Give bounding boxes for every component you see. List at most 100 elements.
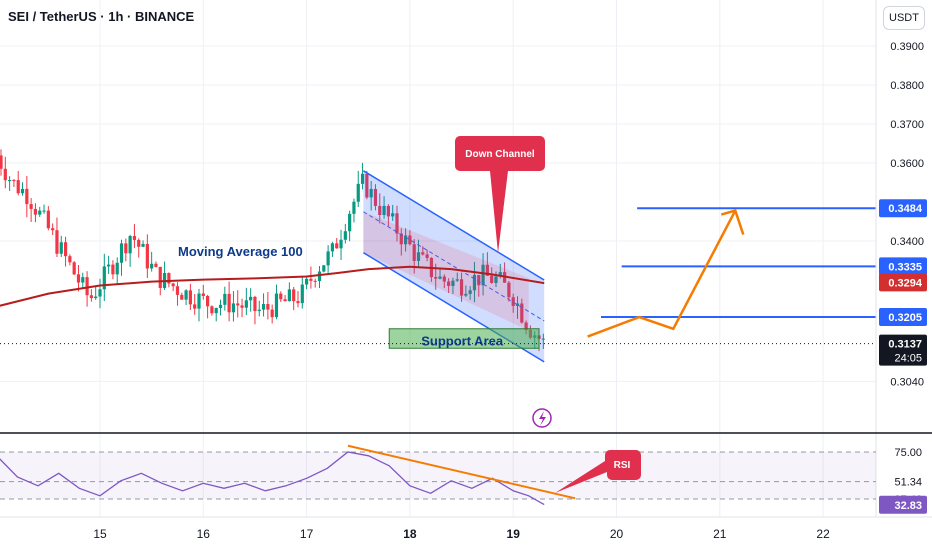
candle-down	[421, 252, 425, 255]
candle-up	[360, 173, 365, 184]
price-tick-label: 0.3400	[890, 236, 924, 248]
candle-up	[38, 210, 42, 215]
candle-down	[520, 303, 524, 323]
rsi-line	[0, 451, 545, 506]
candle-up	[326, 251, 330, 266]
candle-up	[300, 284, 304, 304]
candle-down	[206, 295, 210, 307]
candle-down	[132, 236, 137, 240]
candle-up	[102, 266, 106, 290]
candle-down	[507, 282, 511, 298]
rsi-value-box	[879, 495, 927, 514]
rsi-value-label: 32.83	[894, 500, 922, 512]
candle-up	[494, 276, 498, 283]
candle-down	[490, 275, 494, 283]
exchange-label: BINANCE	[134, 9, 195, 24]
candle-down	[29, 204, 33, 209]
candle-up	[20, 188, 25, 194]
candle-down	[12, 180, 16, 182]
candle-up	[59, 242, 63, 254]
support-area-box	[388, 328, 540, 349]
candle-up	[416, 252, 421, 261]
candle-down	[0, 155, 3, 169]
candle-up	[81, 277, 85, 283]
lightning-icon	[532, 408, 552, 428]
candle-down	[412, 244, 416, 261]
candle-up	[249, 296, 253, 301]
candle-up	[339, 239, 343, 249]
moving-average-line	[0, 265, 545, 307]
rsi-band	[0, 452, 876, 500]
candle-up	[403, 235, 408, 245]
price-marker-label: 0.3335	[888, 261, 922, 273]
candle-down	[51, 228, 55, 231]
candle-up	[317, 271, 322, 282]
rsi-divergence-line	[347, 444, 576, 500]
rsi-callout-label: RSI	[614, 460, 631, 471]
bar-countdown-label: 24:05	[894, 353, 922, 365]
candle-up	[150, 263, 154, 269]
candle-down	[63, 242, 68, 257]
price-marker-label: 0.3205	[888, 312, 922, 324]
candle-up	[305, 278, 309, 285]
last-price-label: 0.3137	[888, 339, 922, 351]
time-tick-label: 21	[713, 527, 727, 541]
channel-mid-line	[363, 211, 545, 322]
candle-up	[128, 236, 132, 254]
candle-down	[137, 239, 141, 247]
candle-up	[472, 275, 477, 291]
interval-label[interactable]: 1h	[108, 9, 124, 24]
candle-up	[94, 296, 98, 299]
candle-down	[485, 264, 489, 276]
candle-down	[253, 296, 257, 312]
time-tick-label: 19	[507, 527, 521, 541]
candle-up	[218, 304, 223, 308]
candle-down	[180, 294, 184, 300]
price-marker-label: 0.3294	[888, 277, 923, 289]
candle-up	[515, 303, 520, 306]
candle-up	[468, 290, 472, 294]
candle-up	[481, 264, 485, 286]
channel-upper-line	[363, 170, 545, 281]
candle-down	[167, 273, 171, 284]
candle-down	[511, 297, 515, 306]
price-tick-label: 0.3900	[890, 41, 924, 53]
candle-down	[459, 279, 464, 296]
price-tick-label: 0.3040	[890, 376, 924, 388]
candle-down	[76, 274, 81, 283]
candle-down	[270, 309, 274, 318]
chart-title: SEI / TetherUS · 1h · BINANCE	[8, 9, 194, 24]
price-marker-box	[879, 273, 927, 292]
symbol-label: SEI / TetherUS	[8, 9, 97, 24]
candle-up	[541, 338, 545, 340]
candle-up	[244, 300, 248, 308]
candle-up	[369, 188, 373, 198]
price-marker-box	[879, 308, 927, 327]
candle-up	[343, 231, 347, 240]
candle-down	[378, 205, 382, 216]
channel-red-zone	[363, 211, 529, 331]
candle-up	[455, 279, 459, 281]
candle-down	[447, 281, 451, 286]
candle-down	[335, 243, 339, 249]
candle-up	[98, 289, 102, 297]
candle-up	[119, 243, 124, 263]
candle-down	[210, 306, 214, 314]
candle-up	[451, 280, 455, 286]
rsi-tick-label: 75.00	[894, 447, 922, 459]
candle-down	[266, 304, 270, 310]
candle-down	[425, 254, 429, 258]
projection-arrowhead	[720, 209, 745, 235]
candle-down	[55, 230, 59, 254]
candle-down	[408, 235, 412, 245]
candle-down	[3, 168, 7, 181]
time-tick-label: 17	[300, 527, 314, 541]
support-area-label: Support Area	[421, 333, 504, 348]
candle-down	[313, 280, 317, 282]
currency-button[interactable]: USDT	[883, 6, 925, 30]
projection-path	[587, 210, 737, 338]
candle-up	[42, 210, 46, 212]
candle-up	[348, 213, 352, 232]
candle-down	[72, 262, 76, 275]
